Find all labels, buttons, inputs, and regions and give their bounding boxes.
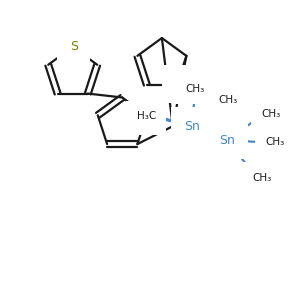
Text: CH₃: CH₃: [252, 173, 271, 183]
Text: CH₃: CH₃: [261, 109, 280, 119]
Text: CH₃: CH₃: [185, 84, 204, 94]
Text: S: S: [174, 77, 182, 90]
Text: CH₃: CH₃: [218, 95, 238, 106]
Text: S: S: [144, 110, 152, 123]
Text: Sn: Sn: [184, 120, 200, 133]
Text: Sn: Sn: [219, 134, 235, 147]
Text: S: S: [70, 40, 78, 53]
Text: H₃C: H₃C: [137, 111, 156, 121]
Text: CH₃: CH₃: [265, 137, 284, 147]
